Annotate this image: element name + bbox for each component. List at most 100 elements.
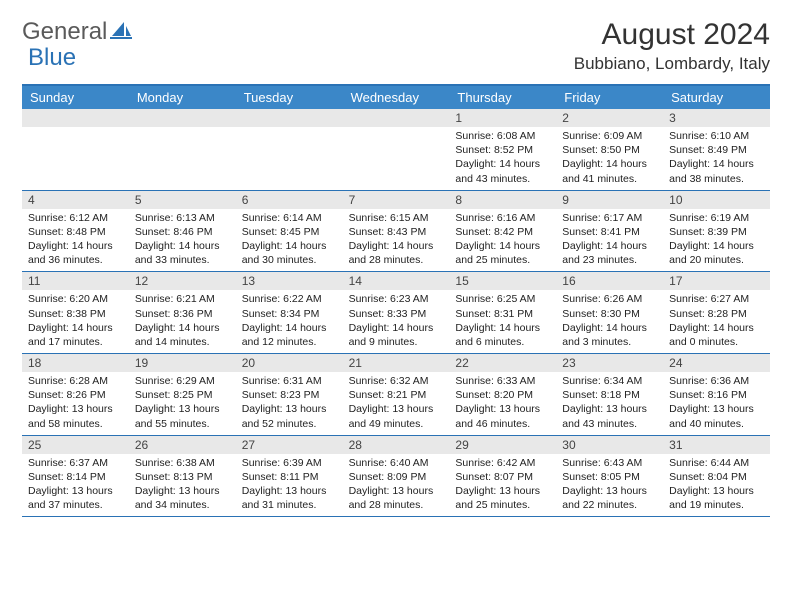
date-number: 23: [556, 354, 663, 372]
day-info: Sunrise: 6:40 AMSunset: 8:09 PMDaylight:…: [343, 454, 450, 517]
sunset-text: Sunset: 8:05 PM: [562, 470, 657, 484]
date-number: 27: [236, 436, 343, 454]
day-info: Sunrise: 6:43 AMSunset: 8:05 PMDaylight:…: [556, 454, 663, 517]
day-cell: 8Sunrise: 6:16 AMSunset: 8:42 PMDaylight…: [449, 191, 556, 272]
daylight-text: Daylight: 14 hours and 6 minutes.: [455, 321, 550, 349]
daylight-text: Daylight: 14 hours and 36 minutes.: [28, 239, 123, 267]
day-info: Sunrise: 6:13 AMSunset: 8:46 PMDaylight:…: [129, 209, 236, 272]
sunrise-text: Sunrise: 6:08 AM: [455, 129, 550, 143]
day-cell: 5Sunrise: 6:13 AMSunset: 8:46 PMDaylight…: [129, 191, 236, 272]
sunrise-text: Sunrise: 6:31 AM: [242, 374, 337, 388]
daylight-text: Daylight: 14 hours and 20 minutes.: [669, 239, 764, 267]
sunrise-text: Sunrise: 6:27 AM: [669, 292, 764, 306]
day-info: Sunrise: 6:32 AMSunset: 8:21 PMDaylight:…: [343, 372, 450, 435]
daylight-text: Daylight: 14 hours and 25 minutes.: [455, 239, 550, 267]
sunset-text: Sunset: 8:31 PM: [455, 307, 550, 321]
week-row: 25Sunrise: 6:37 AMSunset: 8:14 PMDayligh…: [22, 436, 770, 518]
day-cell: 26Sunrise: 6:38 AMSunset: 8:13 PMDayligh…: [129, 436, 236, 517]
day-info: Sunrise: 6:34 AMSunset: 8:18 PMDaylight:…: [556, 372, 663, 435]
day-cell: 22Sunrise: 6:33 AMSunset: 8:20 PMDayligh…: [449, 354, 556, 435]
date-number: 29: [449, 436, 556, 454]
date-number: [343, 109, 450, 127]
date-number: 1: [449, 109, 556, 127]
logo-text-blue: Blue: [28, 44, 76, 71]
weekday-header: Sunday: [22, 86, 129, 109]
day-cell: 24Sunrise: 6:36 AMSunset: 8:16 PMDayligh…: [663, 354, 770, 435]
date-number: 6: [236, 191, 343, 209]
day-cell: 6Sunrise: 6:14 AMSunset: 8:45 PMDaylight…: [236, 191, 343, 272]
date-number: 20: [236, 354, 343, 372]
daylight-text: Daylight: 14 hours and 30 minutes.: [242, 239, 337, 267]
sunrise-text: Sunrise: 6:16 AM: [455, 211, 550, 225]
day-info: Sunrise: 6:12 AMSunset: 8:48 PMDaylight:…: [22, 209, 129, 272]
daylight-text: Daylight: 13 hours and 25 minutes.: [455, 484, 550, 512]
weeks-container: 1Sunrise: 6:08 AMSunset: 8:52 PMDaylight…: [22, 109, 770, 517]
day-cell: 25Sunrise: 6:37 AMSunset: 8:14 PMDayligh…: [22, 436, 129, 517]
day-cell: 9Sunrise: 6:17 AMSunset: 8:41 PMDaylight…: [556, 191, 663, 272]
sunrise-text: Sunrise: 6:33 AM: [455, 374, 550, 388]
calendar: SundayMondayTuesdayWednesdayThursdayFrid…: [22, 84, 770, 517]
day-info: Sunrise: 6:15 AMSunset: 8:43 PMDaylight:…: [343, 209, 450, 272]
day-cell: 21Sunrise: 6:32 AMSunset: 8:21 PMDayligh…: [343, 354, 450, 435]
day-cell: 15Sunrise: 6:25 AMSunset: 8:31 PMDayligh…: [449, 272, 556, 353]
date-number: 7: [343, 191, 450, 209]
sunset-text: Sunset: 8:04 PM: [669, 470, 764, 484]
date-number: 19: [129, 354, 236, 372]
sunset-text: Sunset: 8:48 PM: [28, 225, 123, 239]
week-row: 4Sunrise: 6:12 AMSunset: 8:48 PMDaylight…: [22, 191, 770, 273]
sunrise-text: Sunrise: 6:28 AM: [28, 374, 123, 388]
day-info: Sunrise: 6:27 AMSunset: 8:28 PMDaylight:…: [663, 290, 770, 353]
day-cell: 31Sunrise: 6:44 AMSunset: 8:04 PMDayligh…: [663, 436, 770, 517]
day-cell: 3Sunrise: 6:10 AMSunset: 8:49 PMDaylight…: [663, 109, 770, 190]
date-number: 22: [449, 354, 556, 372]
daylight-text: Daylight: 14 hours and 9 minutes.: [349, 321, 444, 349]
sunrise-text: Sunrise: 6:38 AM: [135, 456, 230, 470]
sunset-text: Sunset: 8:33 PM: [349, 307, 444, 321]
sunset-text: Sunset: 8:20 PM: [455, 388, 550, 402]
sunrise-text: Sunrise: 6:32 AM: [349, 374, 444, 388]
day-info: Sunrise: 6:17 AMSunset: 8:41 PMDaylight:…: [556, 209, 663, 272]
sunrise-text: Sunrise: 6:39 AM: [242, 456, 337, 470]
sunset-text: Sunset: 8:09 PM: [349, 470, 444, 484]
daylight-text: Daylight: 14 hours and 3 minutes.: [562, 321, 657, 349]
daylight-text: Daylight: 13 hours and 40 minutes.: [669, 402, 764, 430]
sunrise-text: Sunrise: 6:43 AM: [562, 456, 657, 470]
sunset-text: Sunset: 8:21 PM: [349, 388, 444, 402]
date-number: 28: [343, 436, 450, 454]
daylight-text: Daylight: 13 hours and 55 minutes.: [135, 402, 230, 430]
day-cell: 30Sunrise: 6:43 AMSunset: 8:05 PMDayligh…: [556, 436, 663, 517]
day-info: Sunrise: 6:28 AMSunset: 8:26 PMDaylight:…: [22, 372, 129, 435]
day-info: [129, 127, 236, 147]
daylight-text: Daylight: 13 hours and 28 minutes.: [349, 484, 444, 512]
day-cell: 17Sunrise: 6:27 AMSunset: 8:28 PMDayligh…: [663, 272, 770, 353]
daylight-text: Daylight: 13 hours and 19 minutes.: [669, 484, 764, 512]
weekday-header: Friday: [556, 86, 663, 109]
day-cell: 19Sunrise: 6:29 AMSunset: 8:25 PMDayligh…: [129, 354, 236, 435]
day-info: Sunrise: 6:44 AMSunset: 8:04 PMDaylight:…: [663, 454, 770, 517]
sunset-text: Sunset: 8:49 PM: [669, 143, 764, 157]
daylight-text: Daylight: 14 hours and 14 minutes.: [135, 321, 230, 349]
sunset-text: Sunset: 8:39 PM: [669, 225, 764, 239]
header: General August 2024 Bubbiano, Lombardy, …: [22, 18, 770, 74]
daylight-text: Daylight: 14 hours and 12 minutes.: [242, 321, 337, 349]
sunset-text: Sunset: 8:41 PM: [562, 225, 657, 239]
day-info: Sunrise: 6:10 AMSunset: 8:49 PMDaylight:…: [663, 127, 770, 190]
logo-text-general: General: [22, 18, 107, 46]
day-cell: 4Sunrise: 6:12 AMSunset: 8:48 PMDaylight…: [22, 191, 129, 272]
day-cell: 11Sunrise: 6:20 AMSunset: 8:38 PMDayligh…: [22, 272, 129, 353]
daylight-text: Daylight: 14 hours and 38 minutes.: [669, 157, 764, 185]
sunrise-text: Sunrise: 6:20 AM: [28, 292, 123, 306]
daylight-text: Daylight: 13 hours and 46 minutes.: [455, 402, 550, 430]
day-cell: 29Sunrise: 6:42 AMSunset: 8:07 PMDayligh…: [449, 436, 556, 517]
day-cell: 2Sunrise: 6:09 AMSunset: 8:50 PMDaylight…: [556, 109, 663, 190]
daylight-text: Daylight: 13 hours and 49 minutes.: [349, 402, 444, 430]
sunset-text: Sunset: 8:34 PM: [242, 307, 337, 321]
day-info: Sunrise: 6:19 AMSunset: 8:39 PMDaylight:…: [663, 209, 770, 272]
date-number: 21: [343, 354, 450, 372]
day-info: Sunrise: 6:21 AMSunset: 8:36 PMDaylight:…: [129, 290, 236, 353]
day-info: Sunrise: 6:33 AMSunset: 8:20 PMDaylight:…: [449, 372, 556, 435]
daylight-text: Daylight: 13 hours and 43 minutes.: [562, 402, 657, 430]
sunset-text: Sunset: 8:07 PM: [455, 470, 550, 484]
sunset-text: Sunset: 8:23 PM: [242, 388, 337, 402]
sunset-text: Sunset: 8:45 PM: [242, 225, 337, 239]
